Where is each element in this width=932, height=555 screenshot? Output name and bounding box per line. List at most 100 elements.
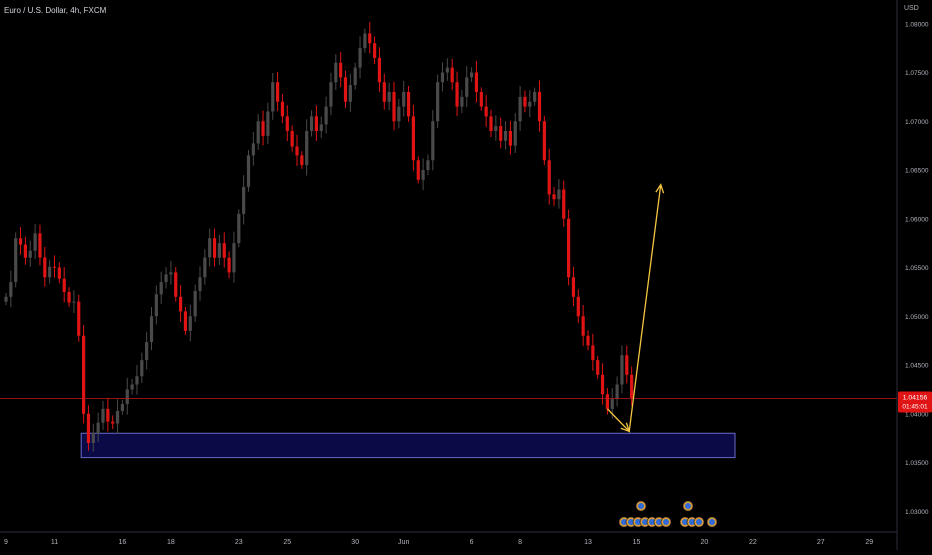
- candle-body: [174, 272, 178, 297]
- x-tick-label: 30: [351, 539, 359, 546]
- candle-body: [339, 62, 343, 78]
- event-icon-center: [635, 519, 641, 525]
- candle-body: [586, 335, 590, 346]
- candle-body: [62, 278, 66, 292]
- candle-body: [227, 257, 231, 273]
- x-tick-label: 15: [633, 539, 641, 546]
- candle-body: [101, 408, 105, 423]
- candle-body: [334, 62, 338, 83]
- candle-body: [242, 186, 246, 214]
- candle-body: [513, 121, 517, 146]
- candle-body: [562, 189, 566, 219]
- candle-body: [43, 257, 47, 278]
- candle-body: [309, 116, 314, 131]
- candle-body: [237, 213, 241, 244]
- candle-body: [581, 316, 585, 336]
- candle-body: [154, 294, 158, 317]
- candle-body: [266, 111, 270, 136]
- last-price-value: 1.04156: [903, 395, 928, 402]
- candle-body: [436, 82, 440, 122]
- candle-body: [392, 92, 396, 122]
- candle-body: [125, 389, 129, 404]
- economic-event-icon: [706, 516, 718, 528]
- y-tick-label: 1.04500: [905, 363, 929, 370]
- y-tick-label: 1.07000: [905, 119, 929, 126]
- candle-body: [431, 121, 435, 161]
- last-price-tag: [898, 391, 932, 413]
- candle-body: [465, 77, 469, 97]
- candle-body: [145, 342, 149, 361]
- candle-body: [571, 277, 576, 297]
- candle-body: [9, 282, 13, 297]
- candle-body: [86, 413, 91, 443]
- y-tick-label: 1.06000: [905, 216, 929, 223]
- x-tick-label: 23: [235, 539, 243, 546]
- event-icon-center: [649, 519, 655, 525]
- candle-body: [387, 92, 391, 102]
- event-icon-center: [638, 503, 644, 509]
- x-tick-label: 25: [283, 539, 291, 546]
- candle-body: [368, 33, 372, 44]
- candle-body: [159, 282, 163, 295]
- candle-body: [630, 374, 634, 399]
- x-tick-label: 22: [749, 539, 757, 546]
- candle-body: [416, 160, 420, 180]
- candle-body: [373, 43, 377, 58]
- candle-body: [38, 233, 42, 258]
- candle-body: [77, 301, 81, 336]
- candle-body: [57, 267, 61, 279]
- candle-body: [115, 410, 120, 424]
- candle-body: [537, 92, 542, 122]
- candle-body: [489, 116, 493, 131]
- candle-body: [271, 82, 275, 112]
- y-tick-label: 1.03500: [905, 460, 929, 467]
- forecast-arrow-head-down: [620, 422, 631, 433]
- candle-body: [261, 121, 265, 136]
- x-tick-label: 18: [167, 539, 175, 546]
- event-icon-center: [663, 519, 669, 525]
- candle-body: [358, 48, 362, 68]
- event-icon-center: [689, 519, 695, 525]
- candle-body: [48, 266, 52, 278]
- candle-body: [450, 67, 454, 83]
- candle-body: [295, 146, 299, 156]
- candle-body: [426, 160, 430, 170]
- candle-body: [14, 238, 18, 283]
- candle-body: [96, 422, 100, 434]
- candle-body: [484, 106, 488, 117]
- candle-body: [198, 277, 202, 291]
- candle-body: [533, 92, 537, 102]
- candle-body: [91, 433, 95, 443]
- candle-body: [460, 96, 464, 107]
- x-tick-label: 11: [51, 539, 58, 546]
- event-icon-center: [621, 519, 627, 525]
- candle-body: [615, 384, 619, 400]
- candle-body: [319, 124, 323, 131]
- candle-body: [222, 243, 226, 258]
- candle-body: [547, 160, 551, 195]
- candle-body: [620, 355, 624, 385]
- candle-body: [402, 92, 406, 107]
- candle-body: [305, 131, 309, 166]
- candle-body: [605, 394, 609, 409]
- candle-body: [445, 67, 449, 73]
- economic-event-icon: [693, 516, 705, 528]
- y-tick-label: 1.05000: [905, 314, 929, 321]
- y-tick-label: 1.04000: [905, 411, 929, 418]
- candle-body: [82, 335, 86, 414]
- candle-body: [329, 82, 333, 107]
- event-icon-center: [709, 519, 715, 525]
- x-tick-label: 27: [817, 539, 825, 546]
- candle-body: [52, 266, 57, 268]
- candle-body: [353, 67, 357, 86]
- candle-body: [363, 33, 367, 49]
- candle-body: [440, 72, 445, 83]
- x-tick-label: 29: [865, 539, 873, 546]
- candle-body: [576, 296, 580, 317]
- candle-body: [18, 238, 23, 245]
- candle-body: [67, 291, 71, 303]
- candle-body: [251, 143, 255, 156]
- candle-body: [348, 85, 352, 102]
